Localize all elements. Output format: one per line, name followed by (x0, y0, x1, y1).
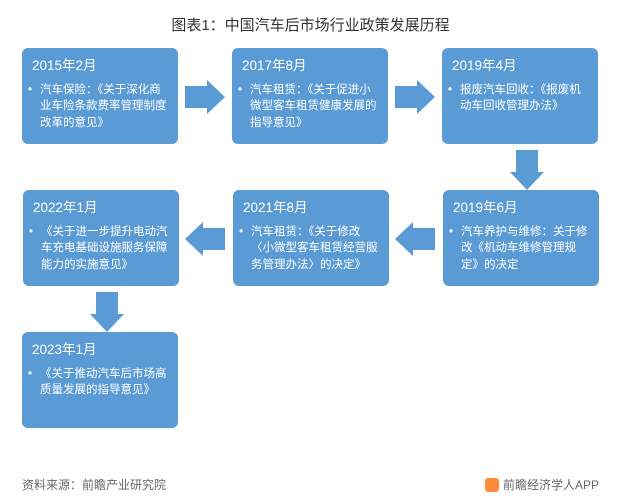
flow-grid: 2015年2月 汽车保险：《关于深化商业车险条款费率管理制度改革的意见》 201… (22, 48, 599, 474)
footer-brand: 前瞻经济学人APP (485, 476, 599, 493)
flow-row-3: 2023年1月 《关于推动汽车后市场高质量发展的指导意见》 (22, 332, 599, 428)
node-date: 2021年8月 (243, 198, 379, 218)
node-date: 2023年1月 (32, 340, 168, 360)
node-body: 《关于进一步提升电动汽车充电基础设施服务保障能力的实施意见》 (33, 224, 169, 274)
node-date: 2019年6月 (453, 198, 589, 218)
flow-arrow-right-icon (395, 80, 435, 114)
node-2019-04: 2019年4月 报废汽车回收：《报废机动车回收管理办法》 (442, 48, 598, 144)
flow-arrow-down-icon (510, 150, 544, 190)
node-body: 汽车养护与维修：关于修改《机动车维修管理规定》的决定 (453, 224, 589, 274)
node-date: 2019年4月 (452, 56, 588, 76)
node-2021-08: 2021年8月 汽车租赁：《关于修改〈小微型客车租赁经营服务管理办法〉的决定》 (233, 190, 389, 286)
flow-arrow-left-icon (185, 222, 225, 256)
chart-title: 图表1：中国汽车后市场行业政策发展历程 (0, 0, 621, 35)
node-body: 报废汽车回收：《报废机动车回收管理办法》 (452, 82, 588, 115)
node-body: 汽车租赁：《关于修改〈小微型客车租赁经营服务管理办法〉的决定》 (243, 224, 379, 274)
node-2022-01: 2022年1月 《关于进一步提升电动汽车充电基础设施服务保障能力的实施意见》 (23, 190, 179, 286)
footer: 资料来源：前瞻产业研究院 前瞻经济学人APP (22, 476, 599, 493)
placeholder (232, 332, 388, 428)
node-date: 2022年1月 (33, 198, 169, 218)
brand-logo-icon (485, 478, 499, 492)
footer-source: 资料来源：前瞻产业研究院 (22, 476, 166, 493)
node-2017-08: 2017年8月 汽车租赁：《关于促进小微型客车租赁健康发展的指导意见》 (232, 48, 388, 144)
node-2015-02: 2015年2月 汽车保险：《关于深化商业车险条款费率管理制度改革的意见》 (22, 48, 178, 144)
node-date: 2015年2月 (32, 56, 168, 76)
node-2023-01: 2023年1月 《关于推动汽车后市场高质量发展的指导意见》 (22, 332, 178, 428)
flow-row-1: 2015年2月 汽车保险：《关于深化商业车险条款费率管理制度改革的意见》 201… (22, 48, 599, 144)
node-body: 《关于推动汽车后市场高质量发展的指导意见》 (32, 366, 168, 399)
flow-row-2: 2019年6月 汽车养护与维修：关于修改《机动车维修管理规定》的决定 2021年… (22, 190, 599, 286)
node-2019-06: 2019年6月 汽车养护与维修：关于修改《机动车维修管理规定》的决定 (443, 190, 599, 286)
node-date: 2017年8月 (242, 56, 378, 76)
footer-brand-text: 前瞻经济学人APP (503, 476, 599, 493)
flow-arrow-down-icon (90, 292, 124, 332)
placeholder (442, 332, 598, 428)
flow-arrow-left-icon (395, 222, 435, 256)
flow-arrow-right-icon (185, 80, 225, 114)
node-body: 汽车保险：《关于深化商业车险条款费率管理制度改革的意见》 (32, 82, 168, 132)
node-body: 汽车租赁：《关于促进小微型客车租赁健康发展的指导意见》 (242, 82, 378, 132)
